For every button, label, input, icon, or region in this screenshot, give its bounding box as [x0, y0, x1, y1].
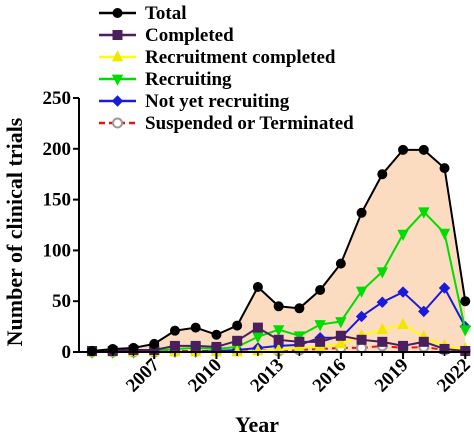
data-point-completed: [252, 322, 263, 333]
data-point-completed: [315, 336, 326, 347]
legend-marker-recruitment-completed: [111, 50, 124, 62]
data-point-recruiting: [314, 320, 326, 332]
legend-label-total: Total: [145, 3, 187, 24]
x-tick-label: 2013: [246, 355, 288, 397]
legend-item-recruiting: Recruiting: [99, 69, 232, 90]
data-point-not-yet-recruiting: [397, 286, 409, 298]
data-point-completed: [190, 340, 201, 351]
data-point-recruiting: [355, 286, 368, 298]
data-point-total: [315, 285, 326, 296]
data-point-completed: [294, 336, 305, 347]
y-tick-label: 150: [43, 190, 72, 211]
data-point-total: [377, 169, 388, 180]
legend-item-completed: Completed: [99, 25, 234, 46]
legend-label-recruiting: Recruiting: [145, 69, 232, 90]
y-axis-title: Number of clinical trials: [2, 117, 27, 346]
x-axis-title: Year: [235, 412, 279, 437]
y-tick-label: 100: [43, 240, 72, 261]
data-point-completed: [418, 336, 429, 347]
legend-item-suspended-or-terminated: Suspended or Terminated: [99, 113, 354, 134]
data-point-recruiting: [438, 228, 451, 241]
legend-item-total: Total: [99, 3, 187, 24]
data-point-completed: [169, 340, 180, 351]
data-point-total: [294, 303, 305, 314]
data-point-total: [439, 163, 450, 174]
legend-item-recruitment-completed: Recruitment completed: [99, 47, 336, 68]
data-point-completed: [335, 330, 346, 341]
data-point-not-yet-recruiting: [376, 296, 389, 308]
legend-marker-recruiting: [111, 74, 124, 86]
data-point-recruiting: [418, 207, 430, 219]
data-point-total: [335, 258, 346, 269]
legend-label-completed: Completed: [145, 25, 234, 46]
data-point-recruiting: [335, 317, 347, 329]
legend-label-not-yet-recruiting: Not yet recruiting: [145, 91, 290, 112]
x-tick-label: 2019: [371, 355, 413, 397]
data-point-total: [398, 144, 409, 155]
data-point-recruiting: [272, 325, 285, 337]
y-tick-label: 200: [43, 139, 72, 160]
data-point-completed: [232, 335, 243, 346]
data-point-recruitment-completed: [376, 322, 388, 335]
data-point-recruitment-completed: [397, 317, 409, 329]
legend-marker-total: [112, 8, 123, 18]
data-point-total: [252, 281, 263, 292]
data-point-completed: [398, 340, 409, 351]
x-tick-label: 2022: [433, 355, 474, 397]
data-point-total: [273, 301, 284, 312]
data-point-total: [418, 144, 429, 155]
data-point-recruiting: [459, 325, 471, 337]
data-point-total: [232, 320, 243, 331]
total-area-layer: [92, 149, 466, 352]
data-point-not-yet-recruiting: [355, 310, 368, 323]
data-point-recruiting: [252, 332, 264, 344]
legend-marker-suspended-or-terminated: [112, 117, 123, 129]
data-point-recruiting: [293, 331, 306, 343]
y-tick-label: 250: [43, 88, 72, 109]
x-tick-label: 2007: [122, 354, 164, 396]
data-point-total: [149, 338, 160, 349]
x-tick-label: 2010: [184, 355, 226, 397]
legend-label-suspended-or-terminated: Suspended or Terminated: [145, 113, 354, 134]
series-completed: [87, 322, 471, 356]
legend-marker-completed: [112, 30, 123, 40]
legend-label-recruitment-completed: Recruitment completed: [145, 47, 336, 68]
total-area-fill: [92, 149, 466, 352]
data-point-recruitment-completed: [335, 336, 347, 349]
data-point-completed: [356, 334, 367, 345]
data-point-total: [211, 329, 222, 340]
data-point-total: [460, 296, 471, 307]
data-point-completed: [273, 334, 284, 345]
data-point-recruiting: [376, 267, 388, 279]
x-tick-label: 2016: [309, 355, 351, 397]
data-point-total: [356, 207, 367, 218]
data-point-not-yet-recruiting: [438, 282, 451, 294]
legend-item-not-yet-recruiting: Not yet recruiting: [99, 91, 290, 112]
y-tick-label: 50: [52, 291, 71, 312]
legend-marker-not-yet-recruiting: [111, 95, 124, 107]
y-tick-label: 0: [62, 342, 72, 363]
data-point-not-yet-recruiting: [418, 305, 430, 318]
data-point-completed: [211, 341, 222, 352]
data-point-total: [169, 325, 180, 336]
data-point-recruiting: [397, 229, 409, 242]
data-point-completed: [377, 336, 388, 347]
data-point-total: [190, 322, 201, 333]
